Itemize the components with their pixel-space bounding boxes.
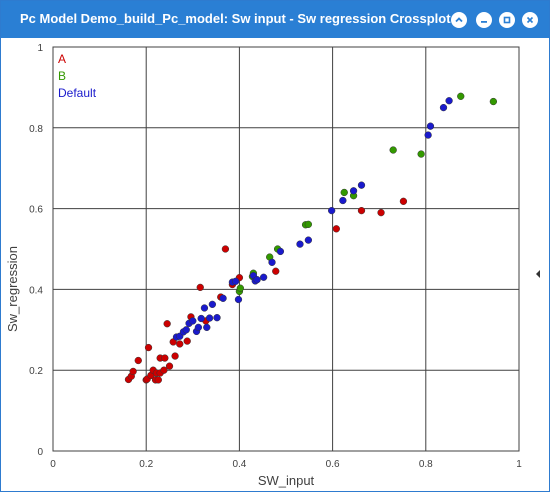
legend-entry-a: A	[58, 52, 66, 66]
data-point-default	[328, 206, 336, 215]
data-point-default	[357, 181, 366, 189]
data-point-a	[221, 245, 230, 253]
data-point-a	[357, 206, 366, 215]
data-point-a	[154, 376, 162, 384]
x-tick-label: 0.4	[232, 459, 246, 470]
data-point-a	[163, 320, 171, 328]
x-tick-label: 1	[516, 459, 522, 470]
data-point-b	[457, 92, 465, 100]
collapse-button[interactable]	[451, 12, 467, 28]
data-point-default	[197, 314, 205, 323]
data-point-default	[439, 103, 448, 112]
data-point-a	[377, 208, 385, 217]
maximize-icon	[503, 16, 511, 24]
data-point-a	[171, 352, 179, 360]
data-point-default	[213, 314, 221, 322]
title-bar: Pc Model Demo_build_Pc_model: Sw input -…	[1, 1, 549, 38]
tick-labels: 0 0.2 0.4 0.6 0.8 1 0 0.2 0.4 0.6 0.8 1	[29, 43, 522, 470]
chart-area: 0 0.2 0.4 0.6 0.8 1 0 0.2 0.4 0.6 0.8 1 A B Default S…	[1, 38, 549, 491]
data-point-default	[296, 240, 304, 248]
x-tick-label: 0	[50, 459, 56, 470]
data-point-default	[203, 323, 211, 332]
data-point-a	[144, 343, 153, 352]
window-title: Pc Model Demo_build_Pc_model: Sw input -…	[20, 11, 451, 26]
data-point-a	[399, 197, 408, 205]
legend-entry-b: B	[58, 69, 66, 83]
data-point-b	[304, 220, 313, 229]
legend-entry-default: Default	[58, 86, 97, 100]
data-point-default	[339, 196, 347, 205]
minimize-button[interactable]	[476, 12, 492, 28]
data-point-a	[183, 337, 191, 345]
data-point-default	[194, 323, 203, 332]
y-tick-label: 0.8	[29, 124, 43, 135]
data-point-a	[160, 366, 168, 374]
data-point-default	[205, 314, 214, 322]
maximize-button[interactable]	[499, 12, 515, 28]
caret-left-icon	[536, 270, 540, 278]
data-point-default	[200, 304, 209, 312]
y-tick-label: 0.2	[29, 366, 43, 377]
data-point-b	[417, 150, 425, 158]
data-point-b	[389, 146, 397, 154]
data-point-a	[129, 367, 137, 376]
data-points	[124, 92, 498, 384]
minimize-icon	[481, 21, 487, 23]
x-tick-label: 0.6	[326, 459, 340, 470]
data-point-a	[196, 283, 204, 292]
data-point-default	[276, 247, 285, 256]
plot-frame	[52, 46, 520, 452]
crossplot-chart: 0 0.2 0.4 0.6 0.8 1 0 0.2 0.4 0.6 0.8 1 AB Default S…	[5, 43, 522, 488]
data-point-default	[208, 300, 217, 308]
data-point-default	[182, 326, 190, 334]
close-icon	[526, 16, 534, 24]
data-point-a	[161, 354, 169, 362]
data-point-default	[445, 97, 453, 105]
data-point-b	[340, 188, 348, 197]
chevron-up-icon	[455, 17, 463, 23]
data-point-a	[332, 225, 340, 233]
data-point-a	[272, 267, 280, 275]
data-point-default	[349, 187, 358, 195]
data-point-default	[426, 122, 435, 130]
y-tick-label: 0	[37, 447, 43, 458]
y-tick-label: 0.4	[29, 285, 43, 296]
data-point-default	[268, 258, 276, 266]
legend: AB Default	[58, 52, 97, 100]
data-point-a	[134, 356, 142, 365]
x-tick-label: 0.8	[419, 459, 433, 470]
data-point-default	[232, 277, 240, 285]
data-point-a	[165, 362, 174, 370]
data-point-a	[176, 340, 184, 348]
x-axis-label: SW_input	[258, 473, 315, 488]
data-point-default	[253, 276, 261, 284]
x-tick-label: 0.2	[139, 459, 153, 470]
y-axis-label: Sw_regression	[5, 246, 20, 332]
grid-lines	[53, 47, 519, 451]
data-point-default	[259, 273, 268, 281]
close-button[interactable]	[522, 12, 538, 28]
data-point-default	[234, 295, 243, 304]
data-point-default	[424, 131, 432, 139]
data-point-b	[489, 97, 498, 106]
data-point-default	[189, 317, 197, 325]
data-point-default	[304, 236, 313, 244]
side-panel-toggle[interactable]	[532, 259, 544, 289]
data-point-b	[236, 284, 244, 292]
data-point-default	[219, 294, 227, 302]
y-tick-label: 0.6	[29, 205, 43, 216]
y-tick-label: 1	[37, 43, 43, 54]
